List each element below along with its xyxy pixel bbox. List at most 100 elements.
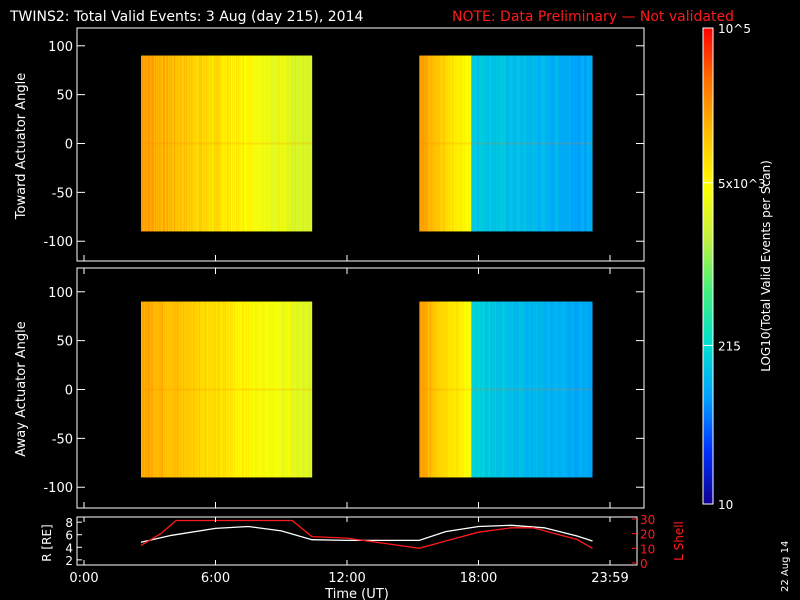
- heatmap-cell: [423, 301, 425, 478]
- heatmap-cell: [262, 301, 265, 478]
- heatmap-cell: [560, 55, 562, 232]
- heatmap-cell: [429, 55, 431, 232]
- heatmap-cell: [202, 301, 205, 478]
- heatmap-cell: [512, 55, 514, 232]
- heatmap-cell: [184, 55, 187, 232]
- ephemeris-lines: [140, 519, 593, 549]
- heatmap-cell: [587, 55, 589, 232]
- heatmap-cell: [225, 55, 228, 232]
- heatmap-cell: [198, 55, 201, 232]
- xtick-label: 18:00: [460, 571, 497, 586]
- heatmap-cell: [443, 301, 445, 478]
- heatmap-cell: [287, 301, 290, 478]
- heatmap-cell: [512, 301, 514, 478]
- heatmap-cell: [295, 55, 298, 232]
- heatmap-cell: [257, 301, 260, 478]
- heatmap-cell: [441, 55, 443, 232]
- heatmap-cell: [424, 55, 426, 232]
- xtick-label: 23:59: [591, 571, 628, 586]
- heatmap-cell: [277, 301, 280, 478]
- heatmap-cell: [264, 301, 267, 478]
- heatmap-cell: [280, 55, 283, 232]
- zero-band: [140, 388, 312, 391]
- heatmap-cell: [276, 55, 279, 232]
- heatmap-cell: [501, 301, 503, 478]
- heatmap-cell: [562, 301, 564, 478]
- heatmap-cell: [211, 301, 214, 478]
- heatmap-cell: [422, 301, 424, 478]
- heatmap-cell: [250, 301, 253, 478]
- heatmap-cell: [261, 301, 264, 478]
- ytick-label: -100: [43, 235, 73, 250]
- heatmap-cell: [571, 301, 573, 478]
- heatmap-cell: [505, 55, 507, 232]
- heatmap-cell: [578, 55, 580, 232]
- heatmap-cell: [162, 55, 165, 232]
- heatmap-cell: [420, 301, 422, 478]
- heatmap-cell: [576, 301, 578, 478]
- heatmap-cell: [299, 301, 302, 478]
- heatmap-cell: [421, 301, 423, 478]
- heatmap-cell: [519, 301, 521, 478]
- heatmap-cell: [290, 301, 293, 478]
- heatmap-cell: [274, 55, 277, 232]
- colorbar-label: LOG10(Total Valid Events per Scan): [759, 160, 773, 372]
- heatmap-cell: [162, 301, 165, 478]
- heatmap-cell: [218, 301, 221, 478]
- heatmap-cell: [509, 55, 511, 232]
- heatmap-cell: [216, 55, 219, 232]
- heatmap-cell: [272, 55, 275, 232]
- heatmap-cell: [445, 55, 447, 232]
- heatmap-cell: [503, 55, 505, 232]
- heatmap-cell: [475, 55, 477, 232]
- ytick-label: 50: [56, 335, 73, 350]
- heatmap-cell: [307, 301, 310, 478]
- heatmap-cell: [220, 301, 223, 478]
- heatmap-cell: [215, 301, 218, 478]
- heatmap-cell: [175, 301, 178, 478]
- heatmap-cell: [279, 55, 282, 232]
- heatmap-cell: [197, 55, 200, 232]
- heatmap-cell: [271, 301, 274, 478]
- ytick-label: -100: [43, 481, 73, 496]
- heatmap-cell: [163, 55, 166, 232]
- heatmap-cell: [591, 301, 593, 478]
- heatmap-cell: [232, 301, 235, 478]
- heatmap-cell: [300, 55, 303, 232]
- heatmap-cell: [560, 301, 562, 478]
- heatmap-cell: [448, 55, 450, 232]
- heatmap-cell: [520, 301, 522, 478]
- heatmap-cell: [194, 301, 197, 478]
- heatmap-cell: [550, 301, 552, 478]
- colorbar: [702, 27, 714, 505]
- heatmap-cell: [263, 301, 266, 478]
- heatmap-cell: [245, 301, 248, 478]
- heatmap-cell: [253, 55, 256, 232]
- heatmap-cell: [301, 301, 304, 478]
- heatmap-cell: [563, 55, 565, 232]
- heatmap-cell: [207, 55, 210, 232]
- lshell-series-line: [140, 519, 593, 549]
- heatmap-cell: [176, 55, 179, 232]
- heatmap-cell: [540, 301, 542, 478]
- r-tick-label: 6: [65, 529, 73, 543]
- heatmap-cell: [245, 55, 248, 232]
- heatmap-cell: [140, 55, 143, 232]
- heatmap-cell: [428, 301, 430, 478]
- heatmap-cell: [588, 55, 590, 232]
- heatmap-cell: [589, 55, 591, 232]
- heatmap-cell: [185, 55, 188, 232]
- heatmap-cell: [580, 55, 582, 232]
- heatmap-cell: [197, 301, 200, 478]
- heatmap-cell: [559, 301, 561, 478]
- heatmap-cell: [301, 55, 304, 232]
- heatmap-cell: [261, 55, 264, 232]
- heatmap-cell: [300, 301, 303, 478]
- heatmap-cell: [144, 55, 147, 232]
- heatmap-cell: [186, 55, 189, 232]
- xtick-label: 0:00: [69, 571, 98, 586]
- heatmap-cell: [282, 55, 285, 232]
- heatmap-cell: [568, 301, 570, 478]
- heatmap-cell: [153, 301, 156, 478]
- heatmap-cell: [463, 301, 465, 478]
